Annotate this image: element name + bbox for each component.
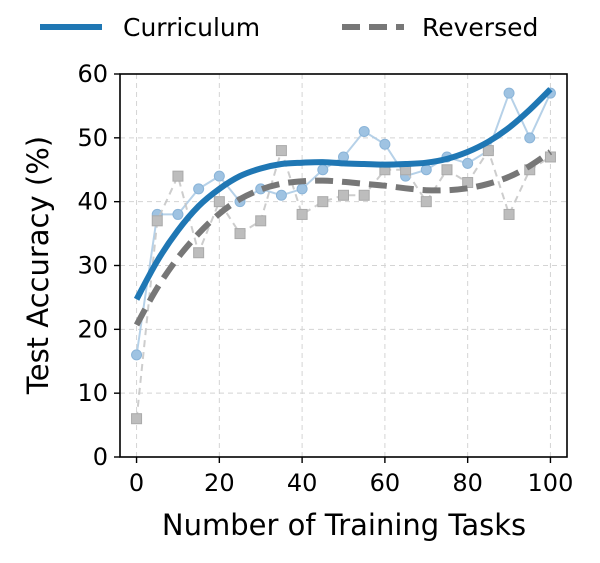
point-curriculum (131, 349, 143, 361)
raw-line-curriculum (135, 90, 552, 356)
point-curriculum (462, 157, 474, 169)
point-reversed (193, 247, 205, 259)
raw-line-reversed (135, 147, 551, 419)
point-curriculum (296, 183, 308, 195)
point-curriculum (420, 164, 432, 176)
legend-label-curriculum: Curriculum (123, 13, 260, 42)
axis-ticks: 0 20 40 60 80 100 0 10 20 30 40 50 60 (77, 60, 573, 497)
y-axis-title: Test Accuracy (%) (21, 136, 55, 395)
y-tick-label: 60 (77, 60, 108, 88)
point-reversed (317, 196, 329, 208)
point-curriculum (275, 189, 287, 201)
legend: Curriculum Reversed (40, 13, 538, 42)
point-reversed (255, 215, 267, 227)
point-curriculum (317, 164, 329, 176)
point-reversed (275, 145, 287, 157)
x-tick-label: 20 (204, 469, 235, 497)
point-reversed (151, 215, 163, 227)
point-curriculum (358, 125, 370, 137)
x-tick-label: 60 (370, 469, 401, 497)
point-curriculum (524, 132, 536, 144)
point-curriculum (172, 208, 184, 220)
trend-line-curriculum (133, 87, 553, 301)
y-tick-label: 0 (93, 443, 108, 471)
y-tick-label: 50 (77, 124, 108, 152)
trend-series-layer (133, 87, 553, 327)
x-tick-label: 40 (287, 469, 318, 497)
point-curriculum (503, 87, 515, 99)
point-reversed (213, 196, 225, 208)
point-curriculum (379, 138, 391, 150)
point-curriculum (193, 183, 205, 195)
y-tick-label: 40 (77, 188, 108, 216)
point-reversed (358, 189, 370, 201)
point-reversed (503, 208, 515, 220)
x-tick-label: 80 (452, 469, 483, 497)
point-reversed (234, 228, 246, 240)
y-tick-label: 20 (77, 315, 108, 343)
point-reversed (338, 189, 349, 201)
y-tick-label: 10 (77, 379, 108, 407)
x-tick-label: 100 (528, 469, 574, 497)
point-reversed (172, 170, 184, 182)
point-reversed (462, 177, 474, 189)
y-tick-label: 30 (77, 252, 108, 280)
point-reversed (420, 196, 432, 208)
point-reversed (131, 413, 143, 425)
raw-series-layer (131, 87, 556, 425)
x-tick-label: 0 (129, 469, 144, 497)
point-reversed (441, 164, 453, 176)
point-reversed (296, 208, 308, 220)
x-axis-title: Number of Training Tasks (162, 508, 526, 542)
point-curriculum (213, 170, 225, 182)
legend-label-reversed: Reversed (422, 13, 538, 42)
point-reversed (482, 145, 494, 157)
trend-line-reversed (133, 149, 553, 327)
